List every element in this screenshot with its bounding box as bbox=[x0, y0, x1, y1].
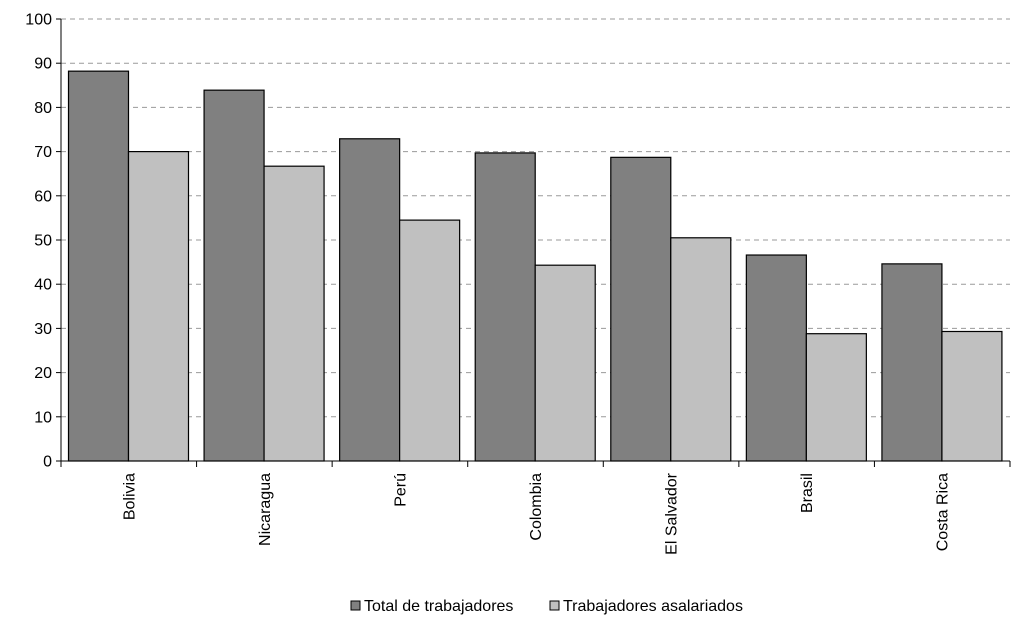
y-tick-label-0: 0 bbox=[43, 454, 52, 471]
category-label-4: El Salvador bbox=[664, 472, 681, 554]
category-label-0: Bolivia bbox=[121, 473, 138, 520]
category-label-6: Costa Rica bbox=[935, 473, 952, 551]
legend: Total de trabajadores Trabajadores asalar… bbox=[350, 598, 743, 615]
bar-asalariados-4 bbox=[670, 237, 732, 462]
bar-total-6 bbox=[881, 263, 943, 462]
bar-asalariados-6 bbox=[941, 330, 1003, 462]
legend-swatch-0 bbox=[350, 600, 361, 611]
y-tick-label-1: 10 bbox=[34, 409, 52, 426]
category-label-5: Brasil bbox=[799, 473, 816, 513]
y-tick-label-2: 20 bbox=[34, 365, 52, 382]
bars bbox=[67, 70, 1003, 462]
bar-asalariados-1 bbox=[263, 165, 325, 462]
bar-total-0 bbox=[67, 70, 130, 462]
x-axis-categories: Bolivia Nicaragua Perú Colombia El Salvador B… bbox=[60, 461, 1011, 555]
bar-total-1 bbox=[203, 89, 265, 462]
y-tick-label-3: 30 bbox=[34, 321, 52, 338]
y-tick-label-5: 50 bbox=[34, 233, 52, 250]
bar-total-3 bbox=[474, 152, 536, 462]
bar-asalariados-5 bbox=[805, 333, 867, 462]
bar-asalariados-3 bbox=[534, 264, 596, 462]
y-tick-label-8: 80 bbox=[34, 100, 52, 117]
bar-total-5 bbox=[745, 254, 807, 462]
y-axis-ticks: 0 10 20 30 40 50 60 70 80 90 100 bbox=[25, 12, 61, 471]
y-tick-label-10: 100 bbox=[25, 12, 52, 29]
bar-asalariados-0 bbox=[127, 151, 190, 462]
y-tick-label-4: 40 bbox=[34, 277, 52, 294]
category-label-1: Nicaragua bbox=[257, 473, 274, 546]
bar-asalariados-2 bbox=[399, 219, 461, 462]
bar-total-4 bbox=[610, 156, 672, 462]
legend-label-1: Trabajadores asalariados bbox=[563, 598, 743, 615]
y-tick-label-9: 90 bbox=[34, 56, 52, 73]
legend-label-0: Total de trabajadores bbox=[364, 598, 513, 615]
legend-swatch-1 bbox=[549, 600, 560, 611]
y-tick-label-7: 70 bbox=[34, 144, 52, 161]
y-tick-label-6: 60 bbox=[34, 188, 52, 205]
category-label-2: Perú bbox=[392, 473, 409, 507]
bar-total-2 bbox=[339, 138, 401, 462]
category-label-3: Colombia bbox=[528, 473, 545, 541]
